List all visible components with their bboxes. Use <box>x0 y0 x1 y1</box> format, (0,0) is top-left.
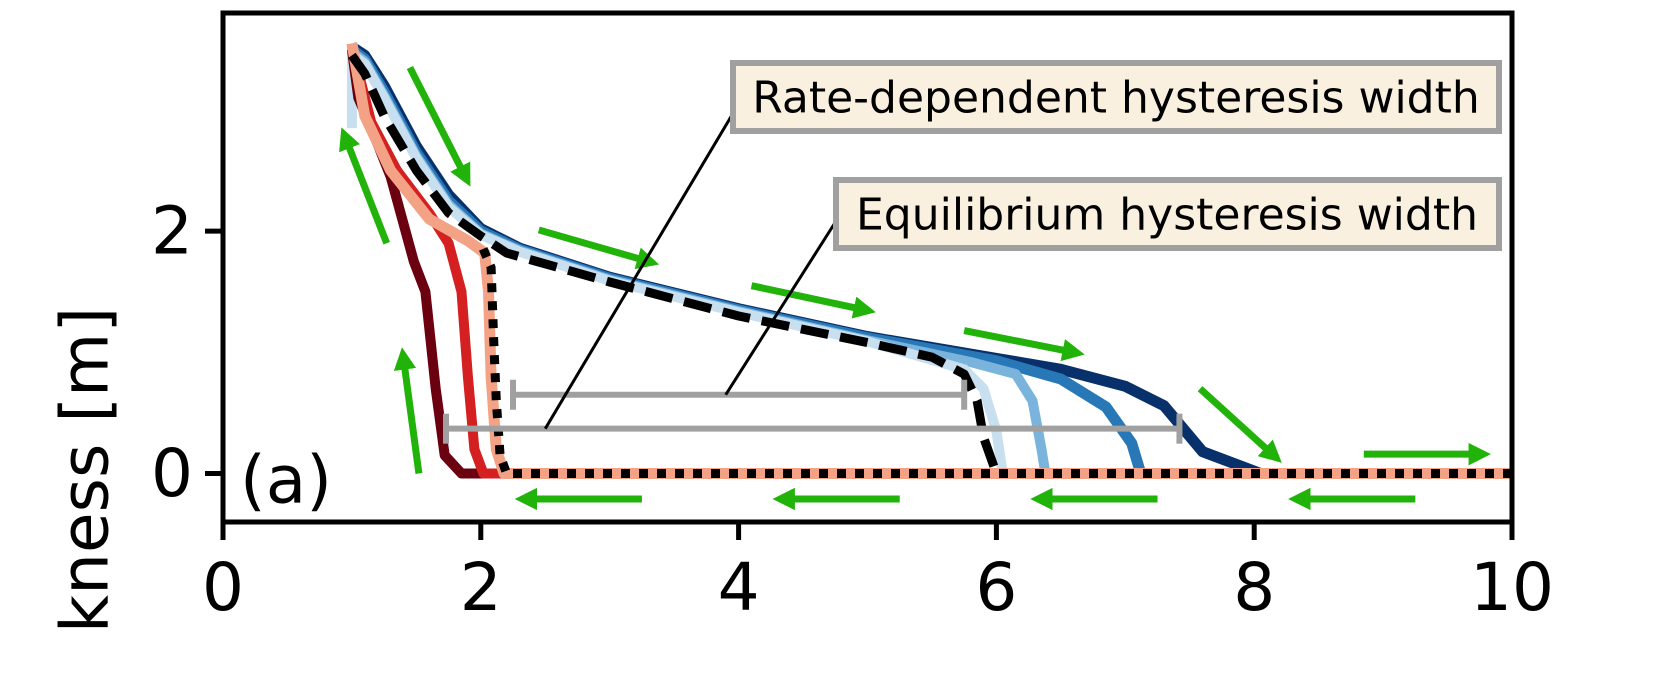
rate-dependent-callout-text: Rate-dependent hysteresis width <box>752 73 1479 124</box>
direction-arrow-2 <box>339 127 390 245</box>
x-tick-label-10: 10 <box>1470 549 1554 626</box>
y-axis-label: kness [m] <box>47 307 124 633</box>
x-tick-label-0: 0 <box>202 549 244 626</box>
equilibrium-callout-text: Equilibrium hysteresis width <box>856 190 1478 241</box>
x-tick-label-8: 8 <box>1233 549 1275 626</box>
series-line-8 <box>348 52 1001 476</box>
equilibrium-leader-line <box>724 217 840 396</box>
series-line-4 <box>346 49 1512 479</box>
x-tick-label-2: 2 <box>460 549 502 626</box>
rate-dependent-callout-box <box>730 60 1502 134</box>
direction-arrow-3 <box>537 226 660 270</box>
series-line-9 <box>476 241 1512 478</box>
y-tick-label-0: 0 <box>151 435 193 512</box>
arrow-layer <box>339 65 1491 511</box>
equilibrium-callout-box <box>833 177 1502 251</box>
direction-arrow-4 <box>750 282 876 319</box>
rate-dependent-leader-line <box>543 109 737 430</box>
panel-label: (a) <box>240 442 332 519</box>
y-tick-label-2: 2 <box>151 193 193 270</box>
bracket-layer <box>442 379 1183 444</box>
direction-arrow-1 <box>406 65 471 187</box>
x-tick-label-6: 6 <box>975 549 1017 626</box>
direction-arrow-8 <box>393 347 423 474</box>
plot-frame <box>220 10 1515 525</box>
series-layer <box>346 42 1512 479</box>
x-tick-label-4: 4 <box>718 549 760 626</box>
direction-arrow-6 <box>1197 386 1282 463</box>
tick-layer: 0 2 4 6 8 10 0 2 <box>151 193 1554 626</box>
direction-arrow-5 <box>963 327 1085 362</box>
